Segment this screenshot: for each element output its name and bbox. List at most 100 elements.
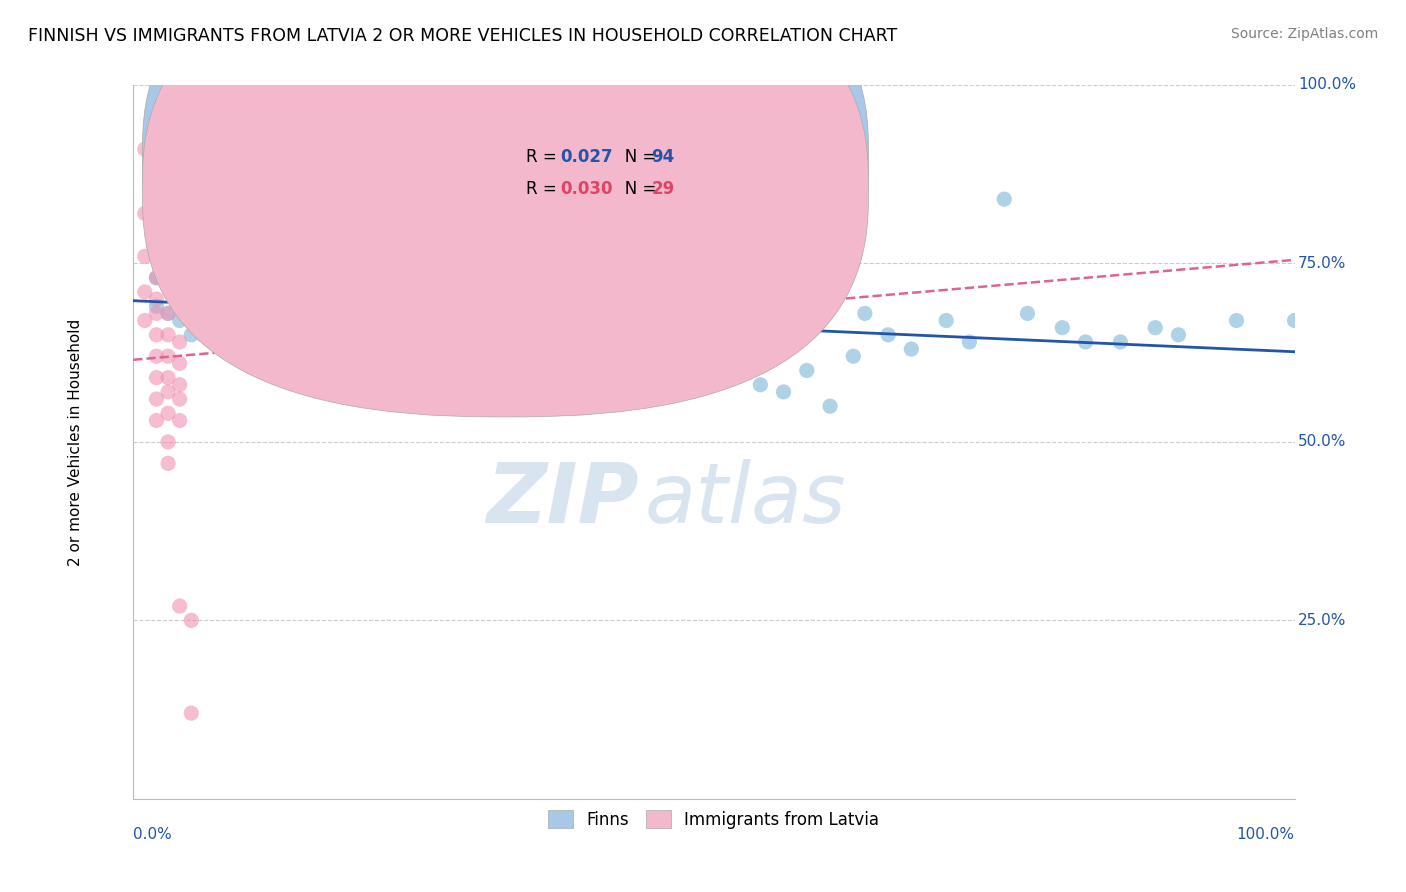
Point	[284, 306, 307, 320]
Legend: Finns, Immigrants from Latvia: Finns, Immigrants from Latvia	[540, 802, 887, 837]
Point	[191, 263, 214, 277]
Point	[169, 292, 191, 306]
Point	[1074, 334, 1097, 349]
Point	[145, 306, 167, 320]
Point	[134, 313, 156, 327]
Point	[772, 384, 794, 399]
Point	[900, 342, 922, 356]
Point	[226, 313, 249, 327]
Text: N =: N =	[609, 148, 662, 166]
Point	[180, 613, 202, 627]
Point	[215, 320, 238, 334]
Point	[204, 292, 226, 306]
Text: R =: R =	[526, 180, 562, 198]
Point	[145, 292, 167, 306]
Point	[226, 270, 249, 285]
Point	[993, 192, 1015, 206]
Text: 75.0%: 75.0%	[1298, 256, 1347, 271]
Point	[134, 142, 156, 156]
Point	[145, 299, 167, 313]
Point	[818, 399, 841, 413]
Point	[842, 349, 865, 363]
Point	[180, 277, 202, 292]
Point	[425, 306, 447, 320]
Point	[505, 313, 527, 327]
Point	[169, 392, 191, 406]
FancyBboxPatch shape	[142, 0, 869, 384]
Point	[551, 320, 574, 334]
Point	[796, 363, 818, 377]
Text: ZIP: ZIP	[486, 458, 638, 540]
Point	[957, 334, 980, 349]
Point	[226, 299, 249, 313]
Point	[1017, 306, 1039, 320]
Point	[657, 334, 679, 349]
Point	[134, 249, 156, 263]
Point	[169, 334, 191, 349]
Point	[191, 306, 214, 320]
Point	[273, 306, 295, 320]
Point	[204, 277, 226, 292]
Point	[297, 292, 319, 306]
Point	[250, 292, 273, 306]
Text: 50.0%: 50.0%	[1298, 434, 1347, 450]
FancyBboxPatch shape	[142, 0, 869, 417]
Point	[145, 270, 167, 285]
Point	[180, 256, 202, 270]
Point	[1225, 313, 1247, 327]
Point	[169, 599, 191, 613]
Point	[204, 327, 226, 342]
Point	[157, 306, 180, 320]
Point	[447, 320, 470, 334]
Point	[1167, 327, 1189, 342]
Point	[343, 292, 366, 306]
Point	[169, 377, 191, 392]
Point	[749, 377, 772, 392]
Text: 25.0%: 25.0%	[1298, 613, 1347, 628]
Point	[157, 456, 180, 470]
Point	[412, 320, 434, 334]
Point	[238, 277, 260, 292]
Point	[250, 277, 273, 292]
Point	[725, 363, 748, 377]
Point	[644, 327, 666, 342]
Point	[157, 306, 180, 320]
Point	[215, 270, 238, 285]
Text: 0.030: 0.030	[561, 180, 613, 198]
Point	[180, 706, 202, 721]
Point	[575, 313, 598, 327]
Point	[401, 313, 423, 327]
Point	[564, 320, 586, 334]
Point	[238, 292, 260, 306]
Text: atlas: atlas	[644, 458, 846, 540]
Point	[134, 206, 156, 220]
Point	[215, 299, 238, 313]
Text: 0.0%: 0.0%	[134, 828, 172, 842]
Point	[330, 313, 353, 327]
Point	[180, 313, 202, 327]
Point	[145, 349, 167, 363]
Point	[169, 270, 191, 285]
Point	[471, 313, 494, 327]
FancyBboxPatch shape	[470, 128, 749, 220]
Point	[180, 292, 202, 306]
Point	[1144, 320, 1167, 334]
Point	[157, 349, 180, 363]
Point	[540, 313, 562, 327]
Point	[169, 313, 191, 327]
Point	[157, 277, 180, 292]
Point	[191, 327, 214, 342]
Point	[157, 406, 180, 420]
Point	[1052, 320, 1074, 334]
Point	[458, 306, 481, 320]
Point	[191, 292, 214, 306]
Text: Source: ZipAtlas.com: Source: ZipAtlas.com	[1230, 27, 1378, 41]
Point	[935, 313, 957, 327]
Point	[215, 285, 238, 299]
Point	[853, 306, 876, 320]
Text: 100.0%: 100.0%	[1298, 78, 1355, 93]
Text: 2 or more Vehicles in Household: 2 or more Vehicles in Household	[67, 318, 83, 566]
Point	[238, 306, 260, 320]
Point	[621, 320, 644, 334]
Point	[389, 306, 412, 320]
